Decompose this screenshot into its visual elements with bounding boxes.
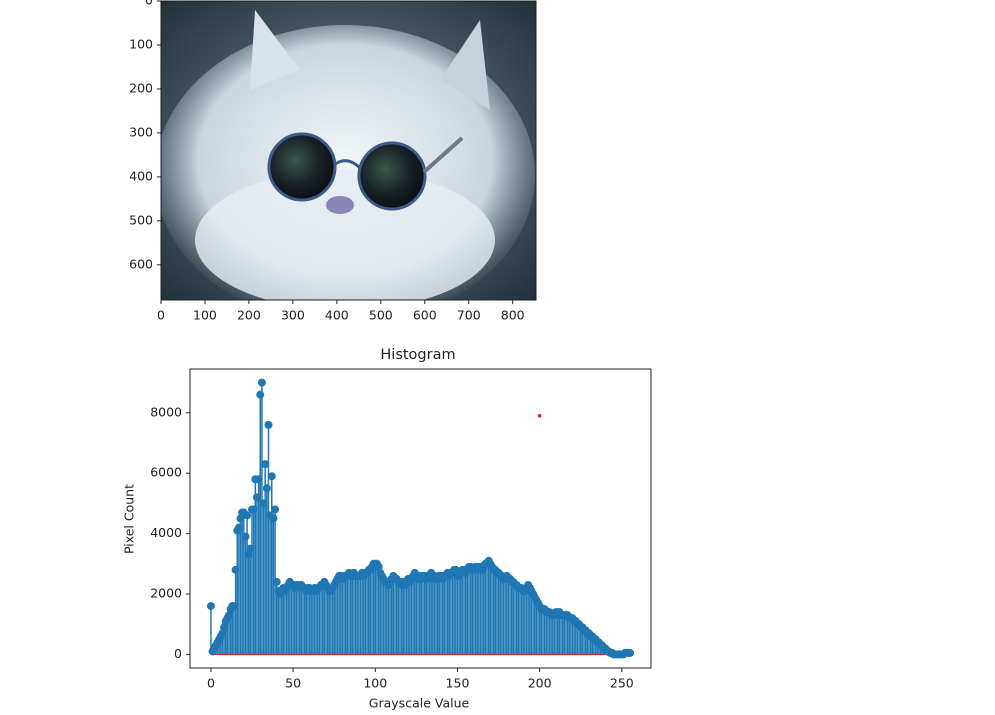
stem-marker [267, 472, 276, 481]
stem-marker [244, 550, 253, 559]
stem-marker [225, 611, 234, 620]
y-tick-label: 4000 [150, 525, 182, 540]
x-tick-label: 700 [457, 308, 481, 323]
x-tick-label: 300 [281, 308, 305, 323]
y-tick-label: 6000 [150, 465, 182, 480]
stem-marker [271, 505, 280, 514]
y-tick-label: 300 [129, 124, 153, 139]
stem-marker [254, 475, 263, 484]
y-tick-label: 600 [129, 256, 153, 271]
x-tick-label: 100 [363, 676, 387, 691]
stem-marker [218, 629, 227, 638]
x-tick-label: 250 [610, 676, 634, 691]
x-axis-label: Grayscale Value [369, 696, 470, 711]
stem-marker [249, 505, 258, 514]
stem-marker [234, 523, 243, 532]
stem-marker [220, 623, 229, 632]
stem-marker [231, 565, 240, 574]
x-tick-label: 500 [369, 308, 393, 323]
x-tick-label: 50 [285, 676, 301, 691]
x-tick-label: 200 [237, 308, 261, 323]
stem-marker [261, 460, 270, 469]
y-tick-label: 2000 [150, 586, 182, 601]
x-tick-label: 100 [193, 308, 217, 323]
y-tick-label: 8000 [150, 404, 182, 419]
stem-marker [257, 378, 266, 387]
stem-marker [246, 544, 255, 553]
y-tick-label: 200 [129, 80, 153, 95]
stem-marker [243, 511, 252, 520]
stem-marker [262, 484, 271, 493]
stem-marker [259, 499, 268, 508]
point [537, 414, 542, 418]
x-tick-label: 200 [528, 676, 552, 691]
x-tick-label: 150 [446, 676, 470, 691]
y-tick-label: 0 [174, 646, 182, 661]
stem-marker [252, 493, 261, 502]
stem-marker [272, 577, 281, 586]
image [161, 1, 536, 300]
x-tick-label: 600 [413, 308, 437, 323]
y-axis-label: Pixel Count [122, 484, 137, 554]
y-tick-label: 400 [129, 168, 153, 183]
x-tick-label: 400 [325, 308, 349, 323]
x-tick-label: 0 [207, 676, 215, 691]
stem-marker [269, 514, 278, 523]
axes-frame [160, 0, 537, 301]
y-tick-label: 0 [145, 0, 153, 8]
chart-title: Histogram [380, 347, 455, 363]
stem-marker [241, 532, 250, 541]
stem-marker [264, 420, 273, 429]
x-tick-label: 0 [157, 308, 165, 323]
axes-frame [189, 368, 652, 669]
stem-marker [626, 648, 635, 657]
stem-marker [236, 514, 245, 523]
y-tick-label: 100 [129, 36, 153, 51]
stem-marker [374, 562, 383, 571]
x-tick-label: 800 [501, 308, 525, 323]
stem-marker [206, 602, 215, 611]
y-tick-label: 500 [129, 212, 153, 227]
stem-marker [256, 390, 265, 399]
stem-marker [229, 602, 238, 611]
